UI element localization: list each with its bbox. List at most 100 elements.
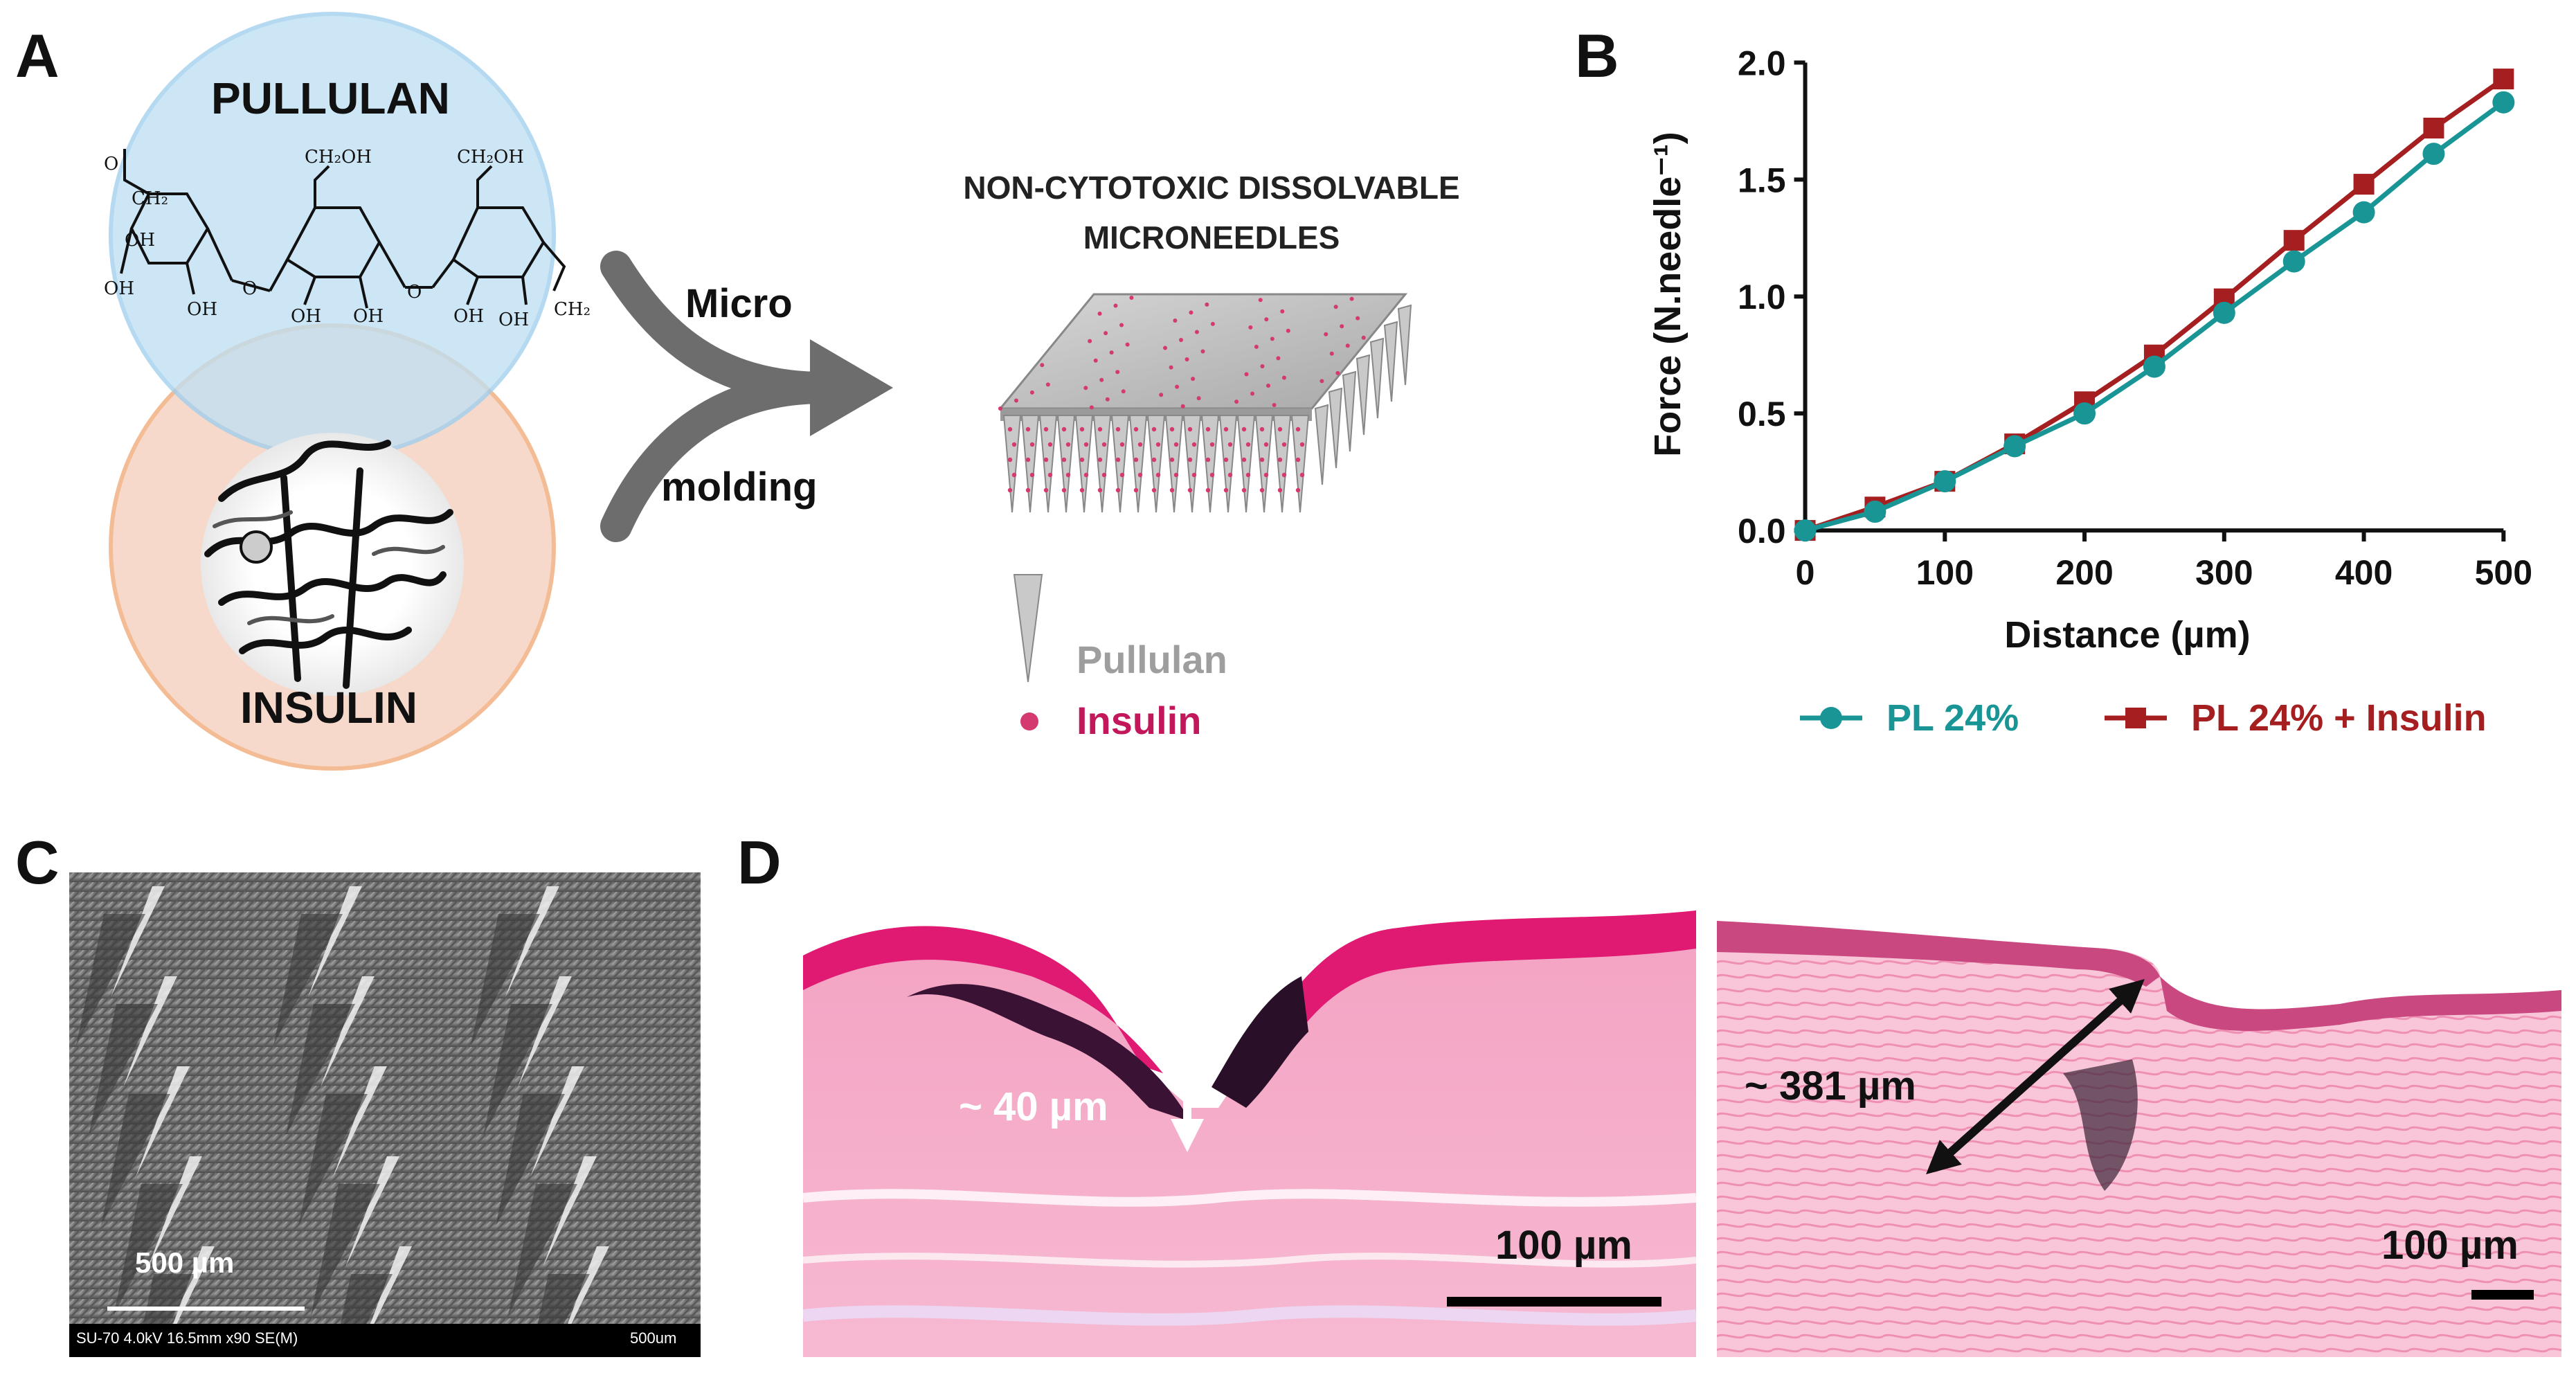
micromolding-arrow: [600, 251, 840, 542]
insulin-dot: [1355, 316, 1360, 321]
insulin-dot: [1191, 442, 1197, 447]
insulin-dot: [998, 406, 1002, 411]
chem-label: CH₂OH: [457, 147, 524, 168]
chart-axes: 0.0 0.5 1.0 1.5 2.0 0 100 200 300 400 500: [1738, 44, 2532, 592]
data-point: [2493, 69, 2514, 90]
chem-label: OH: [291, 306, 321, 327]
insulin-dot: [1083, 442, 1089, 447]
insulin-dot: [1061, 457, 1067, 463]
insulin-dot: [1088, 339, 1092, 343]
insulin-dot: [1205, 427, 1211, 432]
insulin-dot: [1349, 296, 1354, 301]
data-point: [2213, 301, 2235, 324]
needle: [1355, 354, 1371, 436]
sem-needle: [333, 1066, 387, 1177]
pullulan-label: PULLULAN: [211, 73, 450, 123]
needle: [1128, 415, 1148, 513]
insulin-dot: [1065, 442, 1071, 447]
left-depth-annotation: ~ 40 µm: [959, 1084, 1108, 1129]
needle: [1038, 415, 1058, 513]
insulin-dot: [1163, 346, 1168, 350]
microneedle-title-line1: NON-CYTOTOXIC DISSOLVABLE: [963, 170, 1460, 206]
sem-needle-shadow: [298, 1094, 368, 1226]
x-tick-label: 400: [2335, 553, 2393, 592]
insulin-dot: [1101, 472, 1107, 478]
insulin-dot: [1011, 472, 1017, 478]
x-axis-label: Distance (µm): [2004, 614, 2250, 656]
insulin-dot: [1129, 295, 1134, 300]
arrow-head-icon: [810, 339, 893, 436]
insulin-dot: [1324, 332, 1328, 336]
insulin-dot: [1191, 377, 1196, 382]
insulin-dot: [1159, 393, 1164, 397]
sem-needle: [321, 976, 375, 1087]
sem-info-text: SU-70 4.0kV 16.5mm x90 SE(M): [76, 1329, 298, 1347]
insulin-dot: [1099, 377, 1104, 382]
panel-d-letter: D: [737, 828, 782, 897]
series-line: [1804, 100, 2505, 533]
insulin-dot: [1209, 442, 1215, 447]
sem-needle-shadow: [483, 1004, 552, 1136]
sem-needle: [308, 886, 362, 997]
data-point: [2353, 174, 2375, 195]
insulin-dot: [1259, 457, 1265, 463]
y-tick-label: 1.5: [1738, 161, 1786, 199]
insulin-dot: [1061, 427, 1067, 432]
insulin-dot: [1245, 472, 1251, 478]
insulin-dot: [1125, 342, 1130, 347]
y-tick-label: 1.0: [1738, 278, 1786, 316]
insulin-dot: [1234, 400, 1239, 404]
sem-needle-shadow: [114, 1184, 183, 1316]
insulin-dot: [1097, 312, 1102, 316]
insulin-dot: [1101, 442, 1107, 447]
insulin-dot: [1250, 391, 1255, 396]
insulin-dot: [1040, 363, 1045, 368]
data-point: [2283, 230, 2305, 251]
insulin-dot: [1115, 457, 1121, 463]
sem-needle: [518, 976, 572, 1087]
x-tick-label: 100: [1916, 553, 1974, 592]
legend-label: PL 24%: [1886, 697, 2019, 739]
sem-needle-shadow: [76, 914, 145, 1046]
insulin-dot: [1329, 351, 1334, 356]
chem-label: O: [407, 282, 422, 303]
right-scale-label: 100 µm: [2381, 1223, 2519, 1268]
data-point: [2492, 91, 2515, 114]
histology-left-image: [803, 900, 1696, 1357]
insulin-dot: [1263, 472, 1269, 478]
insulin-dot: [1259, 487, 1265, 493]
insulin-dot: [1043, 487, 1049, 493]
chem-label: CH₂OH: [305, 147, 372, 168]
y-tick-label: 0.5: [1738, 395, 1786, 433]
sem-image: [69, 872, 701, 1357]
needle: [1397, 304, 1412, 386]
needle: [1254, 415, 1274, 513]
needle: [1328, 387, 1343, 469]
insulin-dot: [1007, 427, 1013, 432]
data-point: [2073, 402, 2096, 425]
x-tick-label: 300: [2195, 553, 2253, 592]
insulin-dot: [1227, 442, 1233, 447]
insulin-dot: [1115, 427, 1121, 432]
insulin-dots: [998, 295, 1366, 493]
needle: [1290, 415, 1310, 513]
chem-label: OH: [353, 306, 384, 327]
insulin-dot: [1097, 457, 1103, 463]
insulin-dot: [1210, 321, 1215, 326]
insulin-dot: [1187, 457, 1193, 463]
sem-info-scale: 500um: [630, 1329, 677, 1347]
insulin-dot: [1205, 302, 1209, 307]
insulin-dot: [1281, 442, 1287, 447]
panel-a-letter: A: [15, 21, 60, 90]
insulin-dot: [1151, 487, 1157, 493]
insulin-dot: [1137, 442, 1143, 447]
insulin-dot: [1137, 472, 1143, 478]
insulin-dot: [1205, 457, 1211, 463]
insulin-label: INSULIN: [240, 683, 417, 733]
insulin-dot: [1173, 318, 1178, 323]
pullulan-structure: [120, 149, 566, 309]
histology-right-image: [1717, 900, 2561, 1357]
data-point: [1794, 519, 1817, 542]
panel-b-letter: B: [1575, 21, 1619, 90]
insulin-dot: [1104, 331, 1108, 336]
